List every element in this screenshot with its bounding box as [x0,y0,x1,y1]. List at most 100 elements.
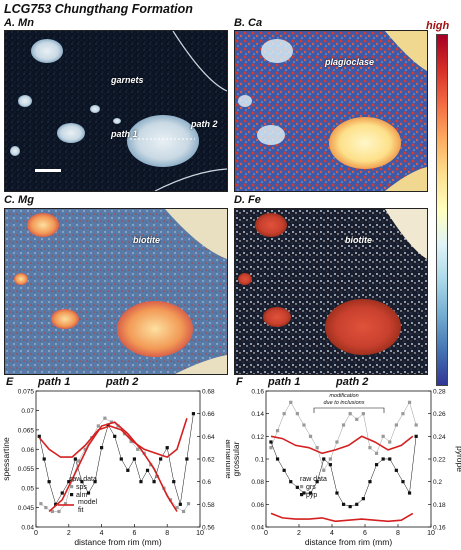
pyp-point [401,480,405,484]
legend-entry-0: grs [306,484,316,491]
y-axis-label: spessartine [1,437,11,481]
y-tick-label: 0.12 [251,434,264,441]
y2-tick-label: 0.28 [433,389,446,396]
pyp-point [308,491,313,495]
path-2-label: path 2 [335,376,368,388]
alm-point [60,491,64,495]
sps-point [39,502,43,506]
annotation-biotite-d: biotite [345,235,372,245]
grs-point [308,434,313,438]
map-label-c: C. Mg [4,194,34,206]
alm-point [119,457,123,461]
alm-point [54,502,58,506]
y-axis-label: grossular [231,441,241,476]
y-tick-label: 0.08 [251,479,264,486]
legend-model-label: model [78,499,98,506]
y2-tick-label: 0.56 [202,525,215,532]
panel-label: E [6,376,14,388]
pyp-point [394,468,398,472]
y2-tick-label: 0.16 [433,525,446,532]
annotation-path-1: path 1 [111,129,138,139]
grs-point [368,446,372,450]
y-tick-label: 0.04 [21,525,34,532]
path-1-label: path 1 [267,376,300,388]
y2-tick-label: 0.66 [202,411,215,418]
x-tick-label: 0 [264,530,268,537]
pyp-point [368,480,372,484]
alm-point [93,480,97,484]
map-fe-image [235,209,427,374]
y-tick-label: 0.06 [21,447,34,454]
y2-tick-label: 0.26 [433,411,446,418]
pyp-point [322,457,326,461]
grs-point [381,434,385,438]
y-tick-label: 0.07 [21,408,34,415]
alm-point [126,468,130,472]
path-2-label: path 2 [105,376,138,388]
legend-fit-label: fit [78,507,84,514]
y-tick-label: 0.065 [18,427,35,434]
y-tick-label: 0.045 [18,505,35,512]
y2-tick-label: 0.22 [433,457,446,464]
x-axis-label: distance from rim (mm) [74,537,162,547]
colorbar-high-label: high [426,20,450,32]
legend-swatch-black [300,493,304,497]
alm-point [86,491,91,495]
alm-point [113,434,117,438]
path-1-label: path 1 [37,376,70,388]
map-panel-fe: biotite [234,208,428,375]
grs-point [282,412,286,416]
sps-point [175,505,179,510]
y-tick-label: 0.14 [251,411,264,418]
grs-point [394,423,398,427]
model-fit-line [38,417,188,458]
pyp-point [388,457,392,461]
alm-point [42,457,46,461]
y2-axis-label: almandine [224,439,230,478]
alm-point [139,480,143,484]
y2-tick-label: 0.62 [202,457,215,464]
sps-point [103,416,107,420]
sps-point [57,509,61,514]
alm-point [106,423,110,427]
y-tick-label: 0.1 [255,457,264,464]
y2-axis-label: pyrope [455,446,461,472]
pyp-point [275,457,280,461]
y2-tick-label: 0.24 [433,434,446,441]
grs-point [322,468,326,472]
x-tick-label: 4 [330,530,334,537]
annotation-bracket [313,407,385,413]
x-tick-label: 0 [34,530,38,537]
x-tick-label: 10 [427,530,435,537]
grs-point [335,440,339,444]
pyp-point [348,505,352,509]
grs-point [315,446,319,450]
alm-point [132,457,136,461]
x-tick-label: 10 [196,530,204,537]
model-fit-line [270,512,414,523]
grs-point [295,412,299,416]
pyp-point [381,457,385,461]
sps-point [44,505,48,510]
sps-point [63,502,68,506]
sps-point [109,420,114,424]
alm-point [37,434,41,438]
legend-title: raw data [70,476,97,483]
pyp-point [335,491,339,495]
plot-frame [35,390,201,528]
alm-point [191,412,196,416]
grs-point [401,412,405,416]
sps-point [96,424,100,428]
pyp-point [341,502,346,506]
grs-point [302,423,306,427]
y-tick-label: 0.04 [251,525,264,532]
annotation-line-2: due to inclusions [324,400,365,406]
sps-point [77,459,81,463]
pyp-point [295,485,299,489]
map-label-a: A. Mn [4,17,34,29]
y2-tick-label: 0.18 [433,502,446,509]
alm-point [67,480,71,484]
y-tick-label: 0.06 [251,502,264,509]
annotation-line-1: modification [329,393,358,399]
